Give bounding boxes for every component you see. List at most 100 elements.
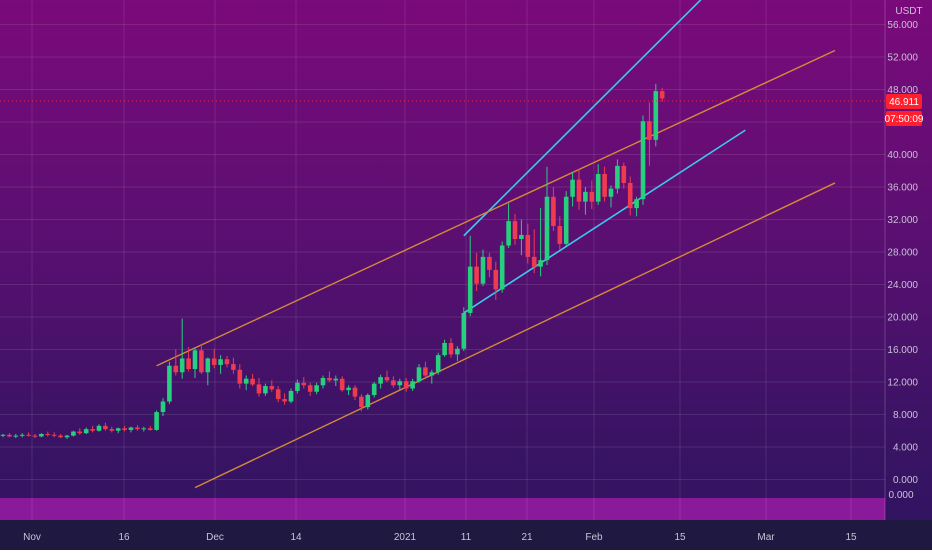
candle[interactable] — [429, 369, 435, 384]
candle[interactable] — [307, 382, 313, 396]
candle[interactable] — [583, 187, 588, 215]
candle[interactable] — [90, 425, 95, 433]
candle[interactable] — [384, 370, 390, 382]
candle[interactable] — [391, 376, 396, 388]
candle[interactable] — [51, 432, 57, 438]
candle[interactable] — [461, 307, 467, 352]
candle[interactable] — [410, 378, 415, 391]
candle[interactable] — [0, 434, 6, 438]
candle[interactable] — [563, 191, 569, 246]
candle[interactable] — [551, 187, 556, 231]
candle[interactable] — [39, 433, 44, 438]
candle[interactable] — [570, 172, 575, 207]
candle[interactable] — [525, 223, 531, 264]
candle[interactable] — [423, 361, 428, 379]
candle[interactable] — [45, 431, 51, 437]
candle[interactable] — [288, 388, 294, 404]
candle[interactable] — [608, 185, 614, 208]
candle[interactable] — [327, 371, 332, 382]
candle[interactable] — [519, 219, 524, 256]
candle[interactable] — [237, 364, 243, 389]
candle[interactable] — [256, 377, 262, 397]
candle[interactable] — [602, 166, 607, 202]
candle[interactable] — [301, 377, 307, 389]
candle[interactable] — [211, 348, 217, 369]
candle[interactable] — [58, 434, 63, 439]
candle[interactable] — [506, 203, 511, 248]
candle[interactable] — [448, 338, 454, 358]
candle[interactable] — [615, 159, 620, 194]
candle[interactable] — [7, 433, 12, 438]
candle[interactable] — [135, 425, 140, 431]
candlestick-series[interactable] — [0, 83, 665, 439]
candle[interactable] — [250, 373, 255, 387]
candle[interactable] — [320, 375, 326, 389]
candle[interactable] — [538, 208, 543, 277]
candle[interactable] — [480, 249, 486, 287]
candle[interactable] — [467, 235, 473, 317]
candle[interactable] — [243, 375, 249, 391]
candle[interactable] — [147, 425, 153, 431]
candle[interactable] — [103, 422, 108, 431]
candle[interactable] — [627, 176, 633, 216]
candle[interactable] — [352, 385, 358, 400]
candle[interactable] — [83, 427, 89, 435]
trendlines[interactable] — [156, 0, 836, 489]
trendline-blue[interactable] — [463, 129, 746, 314]
candle[interactable] — [365, 393, 371, 410]
candle[interactable] — [346, 385, 351, 395]
candle[interactable] — [224, 356, 230, 368]
candle[interactable] — [435, 352, 441, 375]
candle[interactable] — [640, 115, 646, 205]
candle[interactable] — [141, 426, 147, 432]
candle[interactable] — [589, 180, 595, 209]
candle[interactable] — [71, 430, 76, 437]
candle[interactable] — [455, 346, 460, 361]
candle[interactable] — [544, 166, 550, 265]
candle[interactable] — [128, 426, 134, 433]
candle[interactable] — [122, 425, 127, 432]
candle[interactable] — [263, 383, 268, 396]
candle[interactable] — [218, 355, 223, 374]
candle[interactable] — [653, 83, 659, 147]
candle[interactable] — [403, 377, 409, 392]
candle[interactable] — [186, 347, 191, 372]
candle[interactable] — [499, 241, 505, 293]
candle[interactable] — [659, 87, 665, 102]
candle[interactable] — [282, 393, 287, 405]
candle[interactable] — [557, 216, 563, 250]
candle[interactable] — [192, 347, 198, 378]
trendline-orange[interactable] — [156, 49, 836, 367]
candle[interactable] — [333, 375, 339, 387]
candle[interactable] — [576, 169, 582, 210]
candle[interactable] — [115, 427, 121, 434]
candle[interactable] — [269, 380, 275, 392]
candle[interactable] — [512, 213, 518, 245]
candle[interactable] — [442, 339, 447, 357]
candle[interactable] — [160, 398, 166, 417]
trendline-orange[interactable] — [194, 182, 836, 489]
candle[interactable] — [154, 410, 159, 431]
candle[interactable] — [647, 102, 652, 166]
trendline-blue[interactable] — [463, 0, 790, 237]
candle[interactable] — [167, 361, 172, 404]
candle[interactable] — [493, 261, 499, 300]
candle[interactable] — [595, 164, 601, 205]
candle[interactable] — [634, 196, 639, 217]
candle[interactable] — [397, 378, 403, 391]
candle[interactable] — [339, 376, 345, 392]
candle[interactable] — [621, 162, 627, 189]
candle[interactable] — [416, 364, 422, 383]
candle[interactable] — [474, 252, 479, 291]
candle[interactable] — [173, 349, 179, 376]
time-axis[interactable]: Nov 16 Dec 14 2021 11 21 Feb 15 Mar 15 — [23, 532, 857, 543]
candle[interactable] — [26, 432, 31, 437]
price-axis[interactable]: 56.00052.00048.00044.00040.00036.00032.0… — [887, 20, 918, 486]
candle[interactable] — [378, 374, 383, 389]
candle[interactable] — [77, 428, 83, 435]
candle[interactable] — [371, 382, 377, 398]
candle[interactable] — [64, 434, 70, 439]
candle[interactable] — [13, 434, 19, 439]
